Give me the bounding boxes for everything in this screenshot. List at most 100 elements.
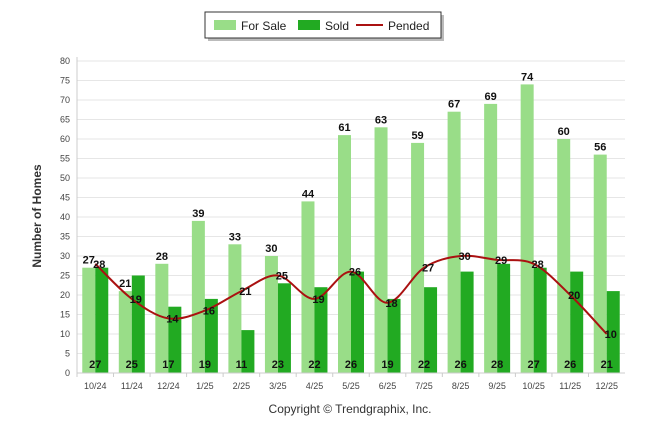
x-tick-label: 7/25 [415, 381, 433, 391]
bar-sold [424, 287, 438, 373]
bar-sold [460, 271, 474, 373]
bar-for-sale [301, 201, 315, 373]
data-label-pended: 26 [349, 267, 361, 279]
data-label-sold: 26 [564, 359, 576, 371]
data-label-pended: 27 [422, 263, 434, 275]
y-tick-label: 35 [60, 232, 70, 242]
x-tick-label: 8/25 [452, 381, 470, 391]
data-label-pended: 28 [93, 259, 105, 271]
data-label-sold: 25 [126, 359, 138, 371]
bar-for-sale [155, 263, 169, 373]
y-tick-label: 5 [65, 349, 70, 359]
data-label-for-sale: 61 [338, 122, 350, 134]
legend-box [204, 11, 442, 39]
bar-sold [497, 263, 511, 373]
data-label-pended: 18 [385, 298, 397, 310]
data-label-for-sale: 63 [375, 114, 387, 126]
y-tick-label: 10 [60, 329, 70, 339]
copyright-text: Copyright © Trendgraphix, Inc. [269, 402, 432, 416]
pended-line-path [94, 254, 608, 335]
bar-sold [570, 271, 584, 373]
data-label-pended: 30 [458, 251, 470, 263]
bar-for-sale [228, 244, 242, 373]
legend-label-pended: Pended [388, 19, 429, 33]
y-tick-label: 75 [60, 76, 70, 86]
data-label-pended: 28 [532, 259, 544, 271]
data-label-sold: 19 [381, 359, 393, 371]
data-label-for-sale: 33 [229, 231, 241, 243]
bars [82, 84, 620, 374]
data-label-for-sale: 60 [558, 126, 570, 138]
bar-sold [241, 330, 255, 373]
data-label-for-sale: 44 [302, 188, 315, 200]
y-tick-label: 55 [60, 154, 70, 164]
bar-sold [314, 287, 328, 373]
bar-sold [533, 267, 547, 373]
data-label-sold: 26 [454, 359, 466, 371]
data-label-sold: 27 [89, 359, 101, 371]
x-tick-label: 5/25 [342, 381, 360, 391]
bar-for-sale [447, 111, 461, 373]
y-tick-label: 15 [60, 310, 70, 320]
y-tick-label: 0 [65, 368, 70, 378]
data-label-sold: 22 [418, 359, 430, 371]
data-label-for-sale: 30 [265, 243, 277, 255]
data-label-sold: 17 [162, 359, 174, 371]
y-tick-label: 70 [60, 95, 70, 105]
data-label-sold: 19 [199, 359, 211, 371]
bar-for-sale [118, 291, 132, 373]
data-label-sold: 11 [236, 359, 248, 371]
bar-sold [168, 306, 182, 373]
y-tick-label: 30 [60, 251, 70, 261]
data-label-pended: 16 [203, 306, 215, 318]
data-label-pended: 29 [495, 255, 507, 267]
x-tick-label: 4/25 [306, 381, 324, 391]
data-label-pended: 21 [239, 286, 251, 298]
bar-sold [606, 291, 620, 373]
data-label-pended: 14 [166, 313, 179, 325]
x-tick-label: 11/24 [121, 381, 143, 391]
y-tick-label: 50 [60, 173, 70, 183]
y-tick-label: 65 [60, 115, 70, 125]
y-tick-label: 80 [60, 56, 70, 66]
bar-sold [95, 267, 109, 373]
data-label-sold: 22 [308, 359, 320, 371]
data-label-for-sale: 69 [485, 91, 497, 103]
bar-sold [204, 298, 218, 373]
legend-swatch-for-sale [214, 20, 236, 30]
y-tick-label: 40 [60, 212, 70, 222]
data-label-for-sale: 27 [83, 255, 95, 267]
data-label-sold: 21 [601, 359, 613, 371]
data-label-for-sale: 74 [521, 71, 534, 83]
x-tick-label: 12/24 [157, 381, 180, 391]
bar-for-sale [520, 84, 534, 374]
bar-sold [131, 275, 145, 373]
bar-for-sale [557, 139, 571, 373]
bar-for-sale [338, 135, 351, 373]
legend: For Sale Sold Pended [204, 11, 444, 41]
x-tick-label: 9/25 [488, 381, 506, 391]
data-label-for-sale: 39 [192, 208, 204, 220]
data-label-sold: 28 [491, 359, 503, 371]
bar-for-sale [264, 256, 278, 373]
data-label-pended: 19 [130, 294, 142, 306]
axes: 0 5 10 15 20 25 30 35 40 45 50 55 60 65 70 75 80 10/24 11/… [60, 56, 625, 391]
x-tick-label: 6/25 [379, 381, 397, 391]
data-label-pended: 19 [312, 294, 324, 306]
y-tick-label: 20 [60, 290, 70, 300]
x-tick-label: 1/25 [196, 381, 214, 391]
pended-line [94, 254, 608, 335]
data-label-for-sale: 21 [119, 278, 131, 290]
x-tick-label: 12/25 [595, 381, 618, 391]
data-label-for-sale: 59 [411, 130, 423, 142]
data-label-sold: 26 [345, 359, 357, 371]
bar-for-sale [374, 127, 388, 373]
bar-for-sale [82, 267, 96, 373]
x-tick-label: 2/25 [233, 381, 251, 391]
bar-sold [277, 283, 291, 373]
y-tick-label: 60 [60, 134, 70, 144]
bar-sold [351, 271, 364, 373]
y-axis-title: Number of Homes [30, 164, 44, 268]
y-tick-label: 25 [60, 271, 70, 281]
